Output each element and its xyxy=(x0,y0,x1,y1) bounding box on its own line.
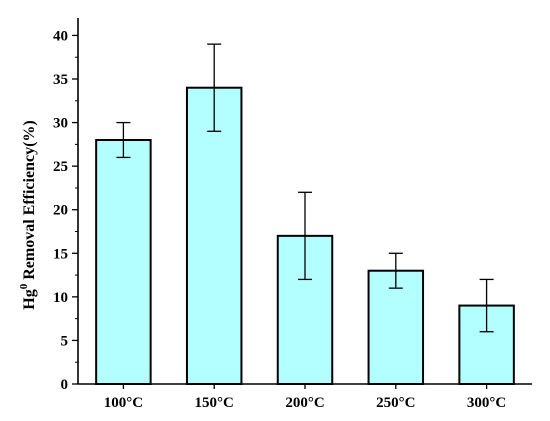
x-tick-label-3: 200°C xyxy=(285,395,324,411)
axes: 100°C 150°C 200°C 250°C 300°C 0 5 10 15 20 25 30 35 4… xyxy=(53,18,532,411)
bar-2 xyxy=(185,86,243,385)
y-tick-label-40: 40 xyxy=(53,28,68,44)
y-tick-label-30: 30 xyxy=(53,116,68,132)
plot-area xyxy=(95,43,515,386)
y-tick-label-20: 20 xyxy=(53,203,68,219)
y-tick-label-25: 25 xyxy=(53,159,68,175)
x-tick-label-5: 300°C xyxy=(467,395,506,411)
y-axis-title-main: Hg xyxy=(21,289,38,309)
x-tick-label-2: 150°C xyxy=(195,395,234,411)
y-tick-label-5: 5 xyxy=(61,333,69,349)
x-tick-label-4: 250°C xyxy=(376,395,415,411)
y-axis-title: Hg0 Removal Efficiency(%) xyxy=(18,120,38,309)
y-tick-label-0: 0 xyxy=(61,377,69,393)
y-tick-label-15: 15 xyxy=(53,246,68,262)
bar-1 xyxy=(95,139,152,385)
y-tick-label-35: 35 xyxy=(53,72,68,88)
y-axis-title-superscript: 0 xyxy=(18,283,30,289)
y-tick-label-10: 10 xyxy=(53,290,68,306)
y-axis-title-rest: Removal Efficiency(%) xyxy=(21,120,38,284)
x-tick-label-1: 100°C xyxy=(104,395,143,411)
